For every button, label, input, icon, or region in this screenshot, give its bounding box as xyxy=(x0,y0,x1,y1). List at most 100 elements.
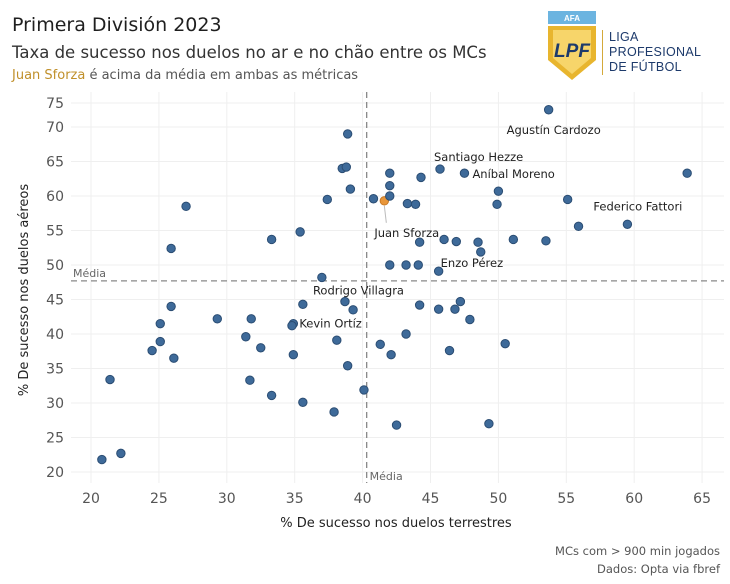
data-point xyxy=(345,184,356,194)
data-point xyxy=(147,345,157,356)
lpf-logo: AFA LPF LIGA PROFESIONAL DE FÚTBOL xyxy=(546,10,726,82)
afa-badge-text: AFA xyxy=(564,14,580,23)
data-point xyxy=(391,420,402,430)
data-point xyxy=(435,164,445,174)
point-labels: Agustín Cardozo Santiago Hezze Aníbal More… xyxy=(299,123,682,331)
footer-note-sample: MCs com > 900 min jogados xyxy=(555,544,720,558)
data-point xyxy=(348,305,358,315)
data-point xyxy=(181,201,191,212)
lpf-shield-icon: AFA LPF xyxy=(548,11,596,80)
data-point xyxy=(386,350,396,360)
data-point xyxy=(682,168,692,178)
chart-tagline: Juan Sforza é acima da média em ambas as… xyxy=(12,68,358,83)
data-point xyxy=(541,236,551,246)
data-point xyxy=(562,194,573,205)
data-point xyxy=(368,194,379,204)
data-point xyxy=(413,260,423,270)
lpf-mark-text: LPF xyxy=(554,41,591,62)
x-tick-label: 40 xyxy=(354,491,372,507)
data-point xyxy=(332,335,342,345)
data-points xyxy=(97,105,692,465)
y-axis-label: % De sucesso nos duelos aéreos xyxy=(17,184,32,396)
data-point xyxy=(288,350,299,360)
grid-lines xyxy=(71,92,724,483)
data-point xyxy=(155,336,165,347)
logo-text: LIGA PROFESIONAL DE FÚTBOL xyxy=(602,30,701,75)
data-point xyxy=(476,247,486,257)
data-point xyxy=(166,243,176,254)
point-label: Rodrigo Villagra xyxy=(313,284,404,298)
data-point xyxy=(500,338,510,349)
y-tick-labels: 20 25 30 35 40 45 50 55 60 65 70 75 xyxy=(46,96,64,481)
data-point xyxy=(450,304,460,314)
data-point xyxy=(322,194,332,205)
point-label: Federico Fattori xyxy=(593,199,682,213)
x-tick-label: 65 xyxy=(693,491,711,507)
logo-line-1: LIGA xyxy=(609,30,639,44)
data-point xyxy=(444,345,455,356)
mean-y-label: Média xyxy=(73,267,106,280)
data-point xyxy=(414,237,425,247)
data-point xyxy=(342,361,353,371)
data-point xyxy=(439,234,449,245)
data-point xyxy=(241,332,251,342)
point-label: Enzo Pérez xyxy=(441,256,503,270)
y-tick-label: 45 xyxy=(46,293,64,309)
data-point xyxy=(155,318,165,329)
point-label: Agustín Cardozo xyxy=(507,123,601,137)
footer-note-source: Dados: Opta via fbref xyxy=(597,562,720,576)
data-point xyxy=(385,180,395,191)
point-label: Santiago Hezze xyxy=(434,150,523,164)
data-point xyxy=(385,168,395,178)
logo-line-3: DE FÚTBOL xyxy=(609,60,682,74)
data-point xyxy=(410,199,421,209)
data-point xyxy=(105,374,115,385)
data-point xyxy=(169,353,179,363)
x-tick-label: 50 xyxy=(489,491,507,507)
data-point xyxy=(465,314,475,325)
y-tick-label: 35 xyxy=(46,362,64,378)
data-point xyxy=(508,234,519,245)
data-point xyxy=(401,260,411,270)
data-point xyxy=(543,105,554,115)
x-tick-label: 60 xyxy=(625,491,643,507)
point-label: Aníbal Moreno xyxy=(472,167,554,181)
data-point xyxy=(492,199,502,209)
data-point xyxy=(295,227,305,237)
tagline-highlight: Juan Sforza xyxy=(12,68,86,83)
data-point xyxy=(385,260,395,270)
data-point xyxy=(342,129,353,139)
data-point xyxy=(433,266,444,276)
data-point xyxy=(493,186,504,196)
data-point xyxy=(484,419,494,429)
data-point xyxy=(245,375,255,385)
chart-subtitle: Taxa de sucesso nos duelos no ar e no ch… xyxy=(12,43,487,62)
mean-lines: Média Média xyxy=(71,92,724,483)
mean-x-label: Média xyxy=(370,470,403,483)
data-point xyxy=(298,397,308,408)
point-label: Kevin Ortíz xyxy=(299,317,362,331)
y-tick-label: 50 xyxy=(46,258,64,274)
data-point xyxy=(375,339,385,350)
data-point xyxy=(212,314,222,324)
data-point xyxy=(329,407,339,417)
data-point xyxy=(246,314,256,324)
data-point xyxy=(401,329,411,339)
y-tick-label: 25 xyxy=(46,431,64,447)
data-point xyxy=(266,234,277,245)
data-point xyxy=(287,321,297,331)
logo-line-2: PROFESIONAL xyxy=(609,45,702,59)
data-point xyxy=(622,219,633,229)
data-point xyxy=(416,172,426,183)
y-tick-label: 60 xyxy=(46,189,64,205)
data-point xyxy=(266,390,277,401)
chart-title: Primera División 2023 xyxy=(12,14,222,36)
data-point xyxy=(97,454,107,465)
data-point xyxy=(341,162,352,172)
data-point xyxy=(451,236,462,247)
x-tick-label: 45 xyxy=(422,491,440,507)
y-tick-label: 70 xyxy=(46,120,64,136)
point-label: Juan Sforza xyxy=(373,226,439,240)
x-tick-label: 55 xyxy=(557,491,575,507)
x-axis-label: % De sucesso nos duelos terrestres xyxy=(280,516,512,531)
